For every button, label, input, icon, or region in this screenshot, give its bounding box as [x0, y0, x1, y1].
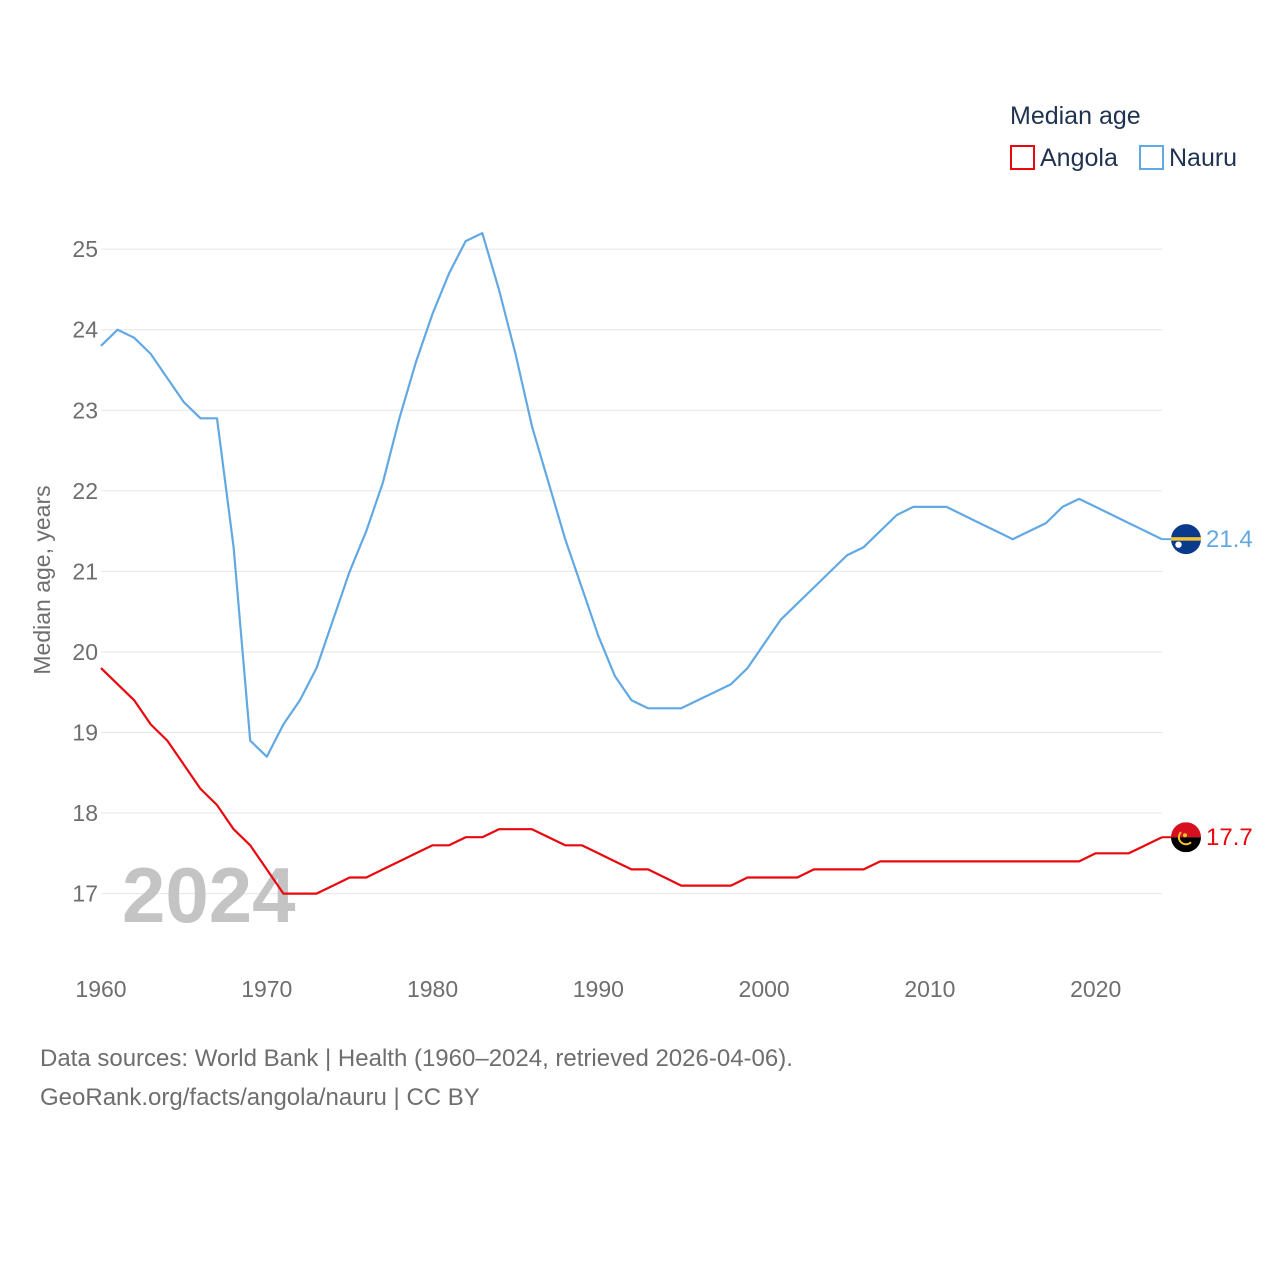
- y-tick-18: 18: [72, 800, 98, 826]
- y-tick-25: 25: [72, 236, 98, 262]
- end-value-label-nauru: 21.4: [1206, 526, 1253, 553]
- legend-swatch-nauru: [1139, 145, 1164, 170]
- legend-item-angola[interactable]: Angola: [1010, 144, 1118, 172]
- source-line-2[interactable]: GeoRank.org/facts/angola/nauru | CC BY: [40, 1084, 480, 1111]
- grid-lines: [101, 248, 1162, 895]
- x-tick-1960: 1960: [75, 976, 126, 1002]
- year-watermark: 2024: [122, 851, 296, 939]
- y-tick-20: 20: [72, 639, 98, 665]
- source-line-1: Data sources: World Bank | Health (1960–…: [40, 1045, 793, 1072]
- legend-swatch-angola: [1010, 145, 1035, 170]
- y-tick-24: 24: [72, 317, 98, 343]
- y-tick-19: 19: [72, 720, 98, 746]
- x-tick-2020: 2020: [1070, 976, 1121, 1002]
- x-tick-2010: 2010: [904, 976, 955, 1002]
- y-axis-title: Median age, years: [29, 485, 55, 674]
- end-value-label-angola: 17.7: [1206, 824, 1253, 851]
- y-tick-21: 21: [72, 558, 98, 584]
- angola-flag-icon: [1171, 822, 1201, 853]
- nauru-flag-icon: [1171, 524, 1201, 555]
- series-lines: [100, 232, 1171, 895]
- series-line-nauru[interactable]: [100, 232, 1163, 758]
- legend-title: Median age: [1010, 102, 1141, 130]
- x-tick-1980: 1980: [407, 976, 458, 1002]
- legend-item-nauru[interactable]: Nauru: [1139, 144, 1237, 172]
- x-tick-1970: 1970: [241, 976, 292, 1002]
- legend-label-angola: Angola: [1040, 144, 1118, 172]
- y-tick-23: 23: [72, 397, 98, 423]
- legend: Median age Angola Nauru: [1010, 102, 1237, 172]
- end-markers: 17.7 21.4: [1171, 524, 1253, 853]
- x-tick-1990: 1990: [573, 976, 624, 1002]
- y-tick-labels: 17 18 19 20 21 22 23 24 25: [72, 236, 98, 906]
- x-tick-labels: 1960 1970 1980 1990 2000 2010 2020: [75, 976, 1121, 1002]
- x-tick-2000: 2000: [739, 976, 790, 1002]
- series-line-angola[interactable]: [100, 667, 1163, 895]
- y-tick-17: 17: [72, 881, 98, 907]
- legend-label-nauru: Nauru: [1169, 144, 1237, 172]
- y-tick-22: 22: [72, 478, 98, 504]
